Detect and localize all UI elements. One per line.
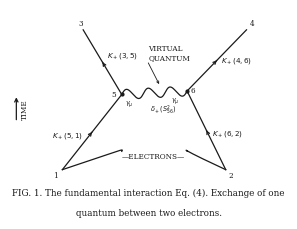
Text: quantum between two electrons.: quantum between two electrons. (75, 208, 222, 217)
Text: $\gamma_\mu$: $\gamma_\mu$ (171, 96, 179, 107)
Text: FIG. 1. The fundamental interaction Eq. (4). Exchange of one: FIG. 1. The fundamental interaction Eq. … (12, 188, 285, 197)
Text: $\delta_+(S^2_{56})$: $\delta_+(S^2_{56})$ (150, 103, 176, 116)
Text: 5: 5 (112, 90, 116, 98)
Text: 4: 4 (249, 20, 254, 28)
Text: —ELECTRONS—: —ELECTRONS— (121, 152, 184, 160)
Text: $K_+(3,5)$: $K_+(3,5)$ (107, 51, 138, 61)
Text: 1: 1 (53, 171, 58, 179)
Text: $K_+(5,1)$: $K_+(5,1)$ (52, 130, 83, 140)
Text: 3: 3 (78, 20, 83, 28)
Text: 6: 6 (191, 87, 195, 95)
Text: 2: 2 (229, 171, 233, 179)
Text: VIRTUAL
QUANTUM: VIRTUAL QUANTUM (148, 44, 190, 62)
Text: $K_+(6,2)$: $K_+(6,2)$ (212, 128, 244, 138)
Text: TIME: TIME (21, 99, 29, 119)
Text: $\gamma_\mu$: $\gamma_\mu$ (125, 99, 134, 109)
Text: $K_+(4,6)$: $K_+(4,6)$ (221, 55, 252, 65)
